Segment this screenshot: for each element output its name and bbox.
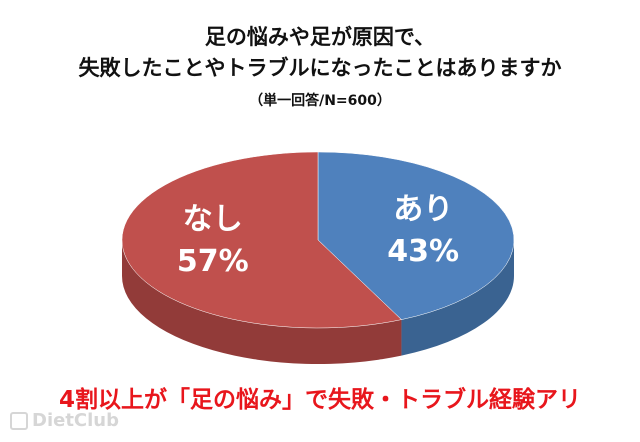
headline: 4割以上が「足の悩み」で失敗・トラブル経験アリ [58,387,581,413]
slice-name-label-0: あり [393,192,453,227]
dietclub-logo-icon [10,411,28,430]
slice-name-label-1: なし [183,202,243,237]
slice-value-label-1: 57% [177,244,249,279]
watermark-text: DietClub [32,410,120,431]
pie-side-1 [121,240,402,365]
chart-title: 足の悩みや足が原因で、 失敗したことやトラブルになったことはありますか [0,22,640,84]
watermark: DietClub [10,410,119,431]
pie-slice-0 [317,151,515,320]
chart-title-line2: 失敗したことやトラブルになったことはありますか [78,56,562,80]
pie-slice-1 [121,151,402,329]
pie-side-0 [401,240,514,356]
chart-subtitle: （単一回答/N=600） [249,93,391,109]
chart-title-line1: 足の悩みや足が原因で、 [204,25,436,49]
slice-value-label-0: 43% [387,234,459,269]
